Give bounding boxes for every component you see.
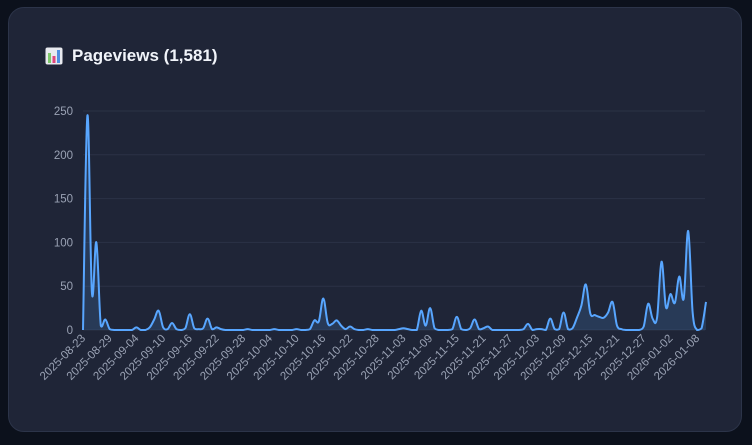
y-tick-label: 50 — [60, 281, 73, 293]
chart-line — [82, 114, 707, 332]
pageviews-card: Pageviews (1,581) — [8, 7, 742, 432]
y-tick-label: 0 — [67, 325, 73, 337]
chart-gridlines — [83, 110, 705, 331]
y-tick-label: 100 — [54, 237, 73, 249]
x-axis-ticks: 2025-08-232025-08-292025-09-042025-09-10… — [38, 332, 702, 383]
card-header: Pageviews (1,581) — [45, 46, 218, 66]
y-tick-label: 250 — [54, 106, 73, 118]
y-axis-ticks: 0 50 100 150 200 250 — [54, 106, 73, 337]
card-title: Pageviews (1,581) — [72, 46, 218, 65]
bar-chart-icon — [45, 47, 63, 65]
chart-area-fill — [83, 115, 706, 330]
y-tick-label: 200 — [54, 150, 73, 162]
y-tick-label: 150 — [54, 194, 73, 206]
